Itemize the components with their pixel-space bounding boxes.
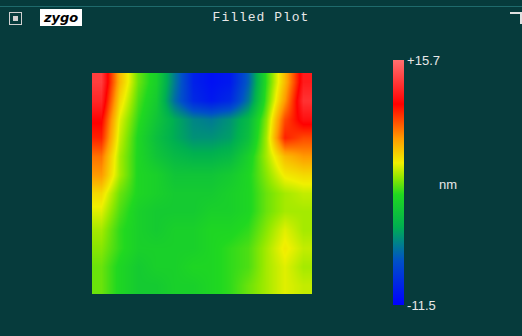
svg-text:-11.5: -11.5 — [407, 298, 436, 313]
svg-text:nm: nm — [439, 177, 457, 192]
html-text:zygo: zygo — [44, 10, 79, 25]
html-text:Filled Plot: Filled Plot — [212, 10, 310, 25]
svg-text:+15.7: +15.7 — [407, 53, 440, 68]
